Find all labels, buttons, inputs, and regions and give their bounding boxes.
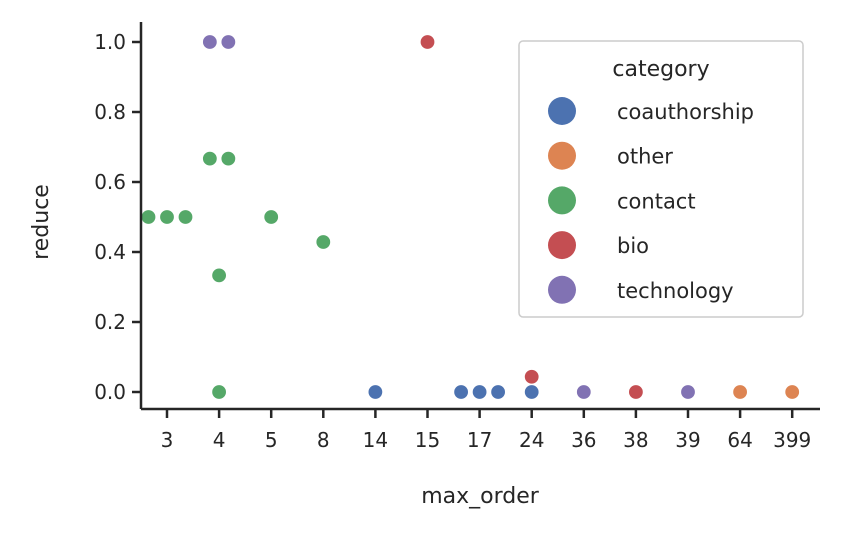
x-tick-label: 399 bbox=[773, 428, 811, 452]
x-tick-label: 4 bbox=[213, 428, 226, 452]
x-tick-label: 64 bbox=[727, 428, 752, 452]
data-point-bio bbox=[523, 368, 540, 385]
x-tick-label: 5 bbox=[265, 428, 278, 452]
legend-title: category bbox=[612, 57, 709, 82]
x-ticks: 3 4 5 8 14 15 17 24 36 38 39 64 399 bbox=[161, 409, 811, 452]
data-point-technology bbox=[201, 33, 218, 51]
legend: category coauthorship other contact bio tech… bbox=[518, 40, 804, 318]
x-tick-label: 8 bbox=[317, 428, 330, 452]
y-tick-label: 0.0 bbox=[94, 380, 126, 404]
x-tick-label: 3 bbox=[161, 428, 174, 452]
x-tick-label: 14 bbox=[363, 428, 388, 452]
x-tick-label: 24 bbox=[519, 428, 544, 452]
legend-label-technology: technology bbox=[617, 279, 734, 303]
data-point-contact bbox=[315, 233, 332, 251]
data-point-other bbox=[731, 383, 749, 401]
data-point-contact bbox=[220, 150, 237, 167]
points-layer bbox=[140, 33, 801, 401]
data-point-technology bbox=[220, 33, 237, 51]
legend-label-coauthorship: coauthorship bbox=[617, 100, 754, 124]
y-tick-label: 0.8 bbox=[94, 100, 126, 124]
x-tick-label: 17 bbox=[467, 428, 492, 452]
data-point-bio bbox=[627, 383, 645, 401]
data-point-contact bbox=[211, 383, 228, 401]
data-point-coauthorship bbox=[453, 383, 470, 401]
data-point-contact bbox=[201, 150, 218, 167]
legend-marker-other bbox=[548, 141, 576, 170]
data-point-coauthorship bbox=[471, 383, 488, 401]
y-tick-label: 0.4 bbox=[94, 240, 126, 264]
data-point-coauthorship bbox=[523, 383, 540, 401]
data-point-contact bbox=[263, 208, 280, 226]
x-tick-label: 15 bbox=[415, 428, 440, 452]
data-point-other bbox=[784, 383, 801, 401]
data-point-contact bbox=[140, 208, 157, 226]
data-point-bio bbox=[419, 33, 436, 51]
y-ticks: 0.0 0.2 0.4 0.6 0.8 1.0 bbox=[94, 30, 141, 404]
legend-label-other: other bbox=[617, 145, 673, 169]
x-axis-title: max_order bbox=[421, 484, 540, 509]
legend-marker-contact bbox=[548, 186, 576, 215]
legend-label-contact: contact bbox=[617, 189, 696, 213]
legend-label-bio: bio bbox=[617, 234, 649, 258]
y-tick-label: 1.0 bbox=[94, 30, 126, 54]
legend-marker-bio bbox=[548, 231, 576, 260]
x-tick-label: 38 bbox=[623, 428, 648, 452]
data-point-coauthorship bbox=[490, 383, 507, 401]
legend-frame bbox=[518, 40, 804, 318]
data-point-technology bbox=[679, 383, 697, 401]
data-point-contact bbox=[158, 208, 176, 226]
data-point-technology bbox=[575, 383, 592, 401]
y-axis-title: reduce bbox=[29, 184, 54, 260]
x-tick-label: 36 bbox=[571, 428, 596, 452]
x-tick-label: 39 bbox=[675, 428, 700, 452]
legend-marker-technology bbox=[548, 275, 576, 304]
y-tick-label: 0.6 bbox=[94, 170, 126, 194]
legend-marker-coauthorship bbox=[548, 97, 576, 125]
data-point-contact bbox=[211, 267, 228, 284]
data-point-coauthorship bbox=[367, 383, 384, 401]
legend-items: coauthorship other contact bio technology bbox=[548, 97, 754, 304]
y-tick-label: 0.2 bbox=[94, 310, 126, 334]
data-point-contact bbox=[177, 208, 194, 226]
